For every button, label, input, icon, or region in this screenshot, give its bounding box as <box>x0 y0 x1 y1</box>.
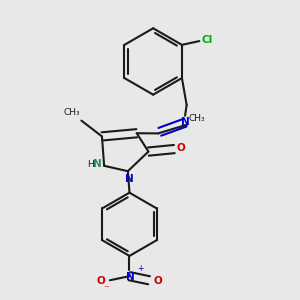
Text: CH₃: CH₃ <box>189 114 206 123</box>
Text: O: O <box>177 143 186 153</box>
Text: CH₃: CH₃ <box>63 108 80 117</box>
Text: N: N <box>125 174 134 184</box>
Text: O: O <box>153 276 162 286</box>
Text: ⁻: ⁻ <box>103 284 109 294</box>
Text: N: N <box>93 159 102 169</box>
Text: Cl: Cl <box>202 35 213 45</box>
Text: O: O <box>97 276 106 286</box>
Text: +: + <box>137 264 144 273</box>
Text: H: H <box>87 160 94 169</box>
Text: N: N <box>126 272 134 282</box>
Text: N: N <box>181 117 190 127</box>
